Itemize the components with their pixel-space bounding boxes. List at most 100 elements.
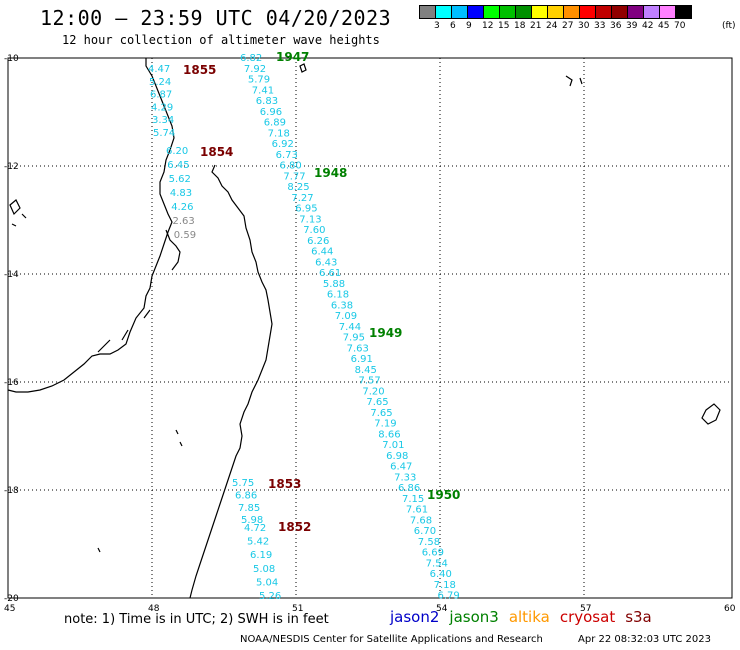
- wave-height-value: 7.63: [347, 343, 369, 354]
- color-scale-label: 18: [514, 21, 526, 31]
- altimeter-tracks: 1855 4.47 5.24 6.874.29 3.34 5.74 1854 6.20 6.45…: [148, 50, 460, 602]
- wave-height-value: 5.62: [169, 174, 191, 185]
- wave-height-value: 6.47: [390, 462, 412, 473]
- lat-label: -12: [4, 162, 19, 172]
- lat-label: -10: [4, 54, 19, 64]
- wave-height-value: 6.86: [398, 483, 420, 494]
- satellite-legend-item: cryosat: [559, 608, 616, 626]
- color-scale-label: 27: [562, 21, 574, 31]
- wave-height-value: 7.33: [394, 472, 416, 483]
- wave-height-value: 7.54: [426, 558, 448, 569]
- wave-height-value: 6.18: [327, 290, 349, 301]
- wave-height-value: 7.92: [244, 64, 266, 75]
- wave-height-value: 6.38: [331, 300, 353, 311]
- wave-height-value: 7.77: [283, 171, 305, 182]
- wave-height-value: 8.45: [355, 365, 377, 376]
- wave-height-value: 6.79: [438, 591, 460, 602]
- pass-time-label: 1949: [369, 326, 402, 340]
- africa-coastline-detail: [97, 229, 181, 353]
- comoros-islands: [9, 199, 27, 227]
- wave-height-value: 7.13: [299, 214, 321, 225]
- wave-height-value: 0.59: [174, 230, 196, 241]
- color-scale-label: 24: [546, 21, 558, 31]
- lat-label: -16: [4, 378, 19, 388]
- wave-height-value: 7.18: [268, 128, 290, 139]
- wave-height-value: 7.27: [291, 193, 313, 204]
- plot-frame: [7, 57, 733, 599]
- wave-height-value: 4.83: [170, 188, 192, 199]
- wave-height-value: 7.18: [434, 580, 456, 591]
- wave-height-value: 7.15: [402, 494, 424, 505]
- island-small: [97, 429, 183, 553]
- island-east: [701, 403, 721, 425]
- wave-height-value: 7.19: [374, 419, 396, 430]
- wave-height-value: 7.41: [252, 85, 274, 96]
- color-scale-label: 42: [642, 21, 654, 31]
- satellite-legend-item: altika: [508, 608, 550, 626]
- wave-height-value: 7.20: [362, 386, 384, 397]
- wave-height-value: 8.66: [378, 429, 400, 440]
- footnote: note: 1) Time is in UTC; 2) SWH is in fe…: [64, 612, 329, 627]
- lon-label: 45: [4, 604, 15, 614]
- map-title: 12:00 – 23:59 UTC 04/20/2023: [40, 6, 392, 30]
- color-scale-label: 3: [434, 21, 440, 31]
- wave-height-value: 6.45: [167, 160, 189, 171]
- wave-height-value: 6.91: [351, 354, 373, 365]
- color-scale-label: 6: [450, 21, 456, 31]
- wave-height-value: 5.98: [241, 515, 263, 526]
- wave-height-value: 6.83: [256, 96, 278, 107]
- wave-height-value: 6.86: [235, 490, 257, 501]
- credit-line: NOAA/NESDIS Center for Satellite Applica…: [240, 634, 543, 645]
- wave-height-value: 5.26: [259, 591, 281, 602]
- pass-time-label: 1852: [278, 520, 311, 534]
- wave-height-value: 5.42: [247, 537, 269, 548]
- wave-height-value: 3.34: [152, 115, 174, 126]
- color-scale-label: 21: [530, 21, 542, 31]
- madagascar-coastline: [189, 164, 273, 599]
- satellite-legend: jason2 jason3 altika cryosat s3a: [390, 608, 662, 626]
- wave-height-value: 6.44: [311, 247, 333, 258]
- pass-time-label: 1950: [427, 488, 460, 502]
- wave-height-value: 5.04: [256, 577, 278, 588]
- wave-height-value: 5.74: [153, 128, 175, 139]
- island-north: [299, 63, 583, 87]
- lon-label: 57: [580, 604, 591, 614]
- wave-height-value: 5.88: [323, 279, 345, 290]
- wave-height-value: 6.87: [150, 90, 172, 101]
- wave-height-value: 6.26: [307, 236, 329, 247]
- wave-height-value: 6.43: [315, 257, 337, 268]
- wave-height-value: 7.65: [370, 408, 392, 419]
- wave-height-value: 6.73: [276, 150, 298, 161]
- wave-height-value: 6.40: [430, 569, 452, 580]
- pass-time-label: 1855: [183, 63, 216, 77]
- wave-height-value: 7.68: [410, 515, 432, 526]
- lon-label: 51: [292, 604, 303, 614]
- wave-height-value: 6.70: [414, 526, 436, 537]
- color-swatch: [675, 5, 692, 19]
- wave-height-value: 8.25: [287, 182, 309, 193]
- wave-height-value: 4.72: [244, 523, 266, 534]
- wave-height-value: 6.98: [386, 451, 408, 462]
- wave-height-value: 6.20: [166, 146, 188, 157]
- satellite-legend-item: jason3: [449, 608, 499, 626]
- timestamp: Apr 22 08:32:03 UTC 2023: [578, 634, 711, 645]
- color-scale-label: 30: [578, 21, 590, 31]
- wave-height-value: 7.09: [335, 311, 357, 322]
- color-scale-label: 12: [482, 21, 494, 31]
- lat-lon-grid: [8, 58, 732, 598]
- wave-height-value: 6.61: [319, 268, 341, 279]
- wave-height-value: 6.80: [280, 161, 302, 172]
- wave-height-value: 7.95: [343, 333, 365, 344]
- lat-label: -20: [4, 594, 19, 604]
- lon-label: 54: [436, 604, 448, 614]
- pass-time-label: 1854: [200, 145, 233, 159]
- africa-coastline: [7, 58, 175, 393]
- wave-height-value: 7.61: [406, 505, 428, 516]
- wave-height-value: 4.47: [148, 64, 170, 75]
- map-subtitle: 12 hour collection of altimeter wave hei…: [62, 33, 380, 47]
- pass-time-label: 1948: [314, 166, 347, 180]
- wave-height-value: 6.19: [250, 550, 272, 561]
- pass-time-label: 1947: [276, 50, 309, 64]
- wave-height-value: 7.01: [382, 440, 404, 451]
